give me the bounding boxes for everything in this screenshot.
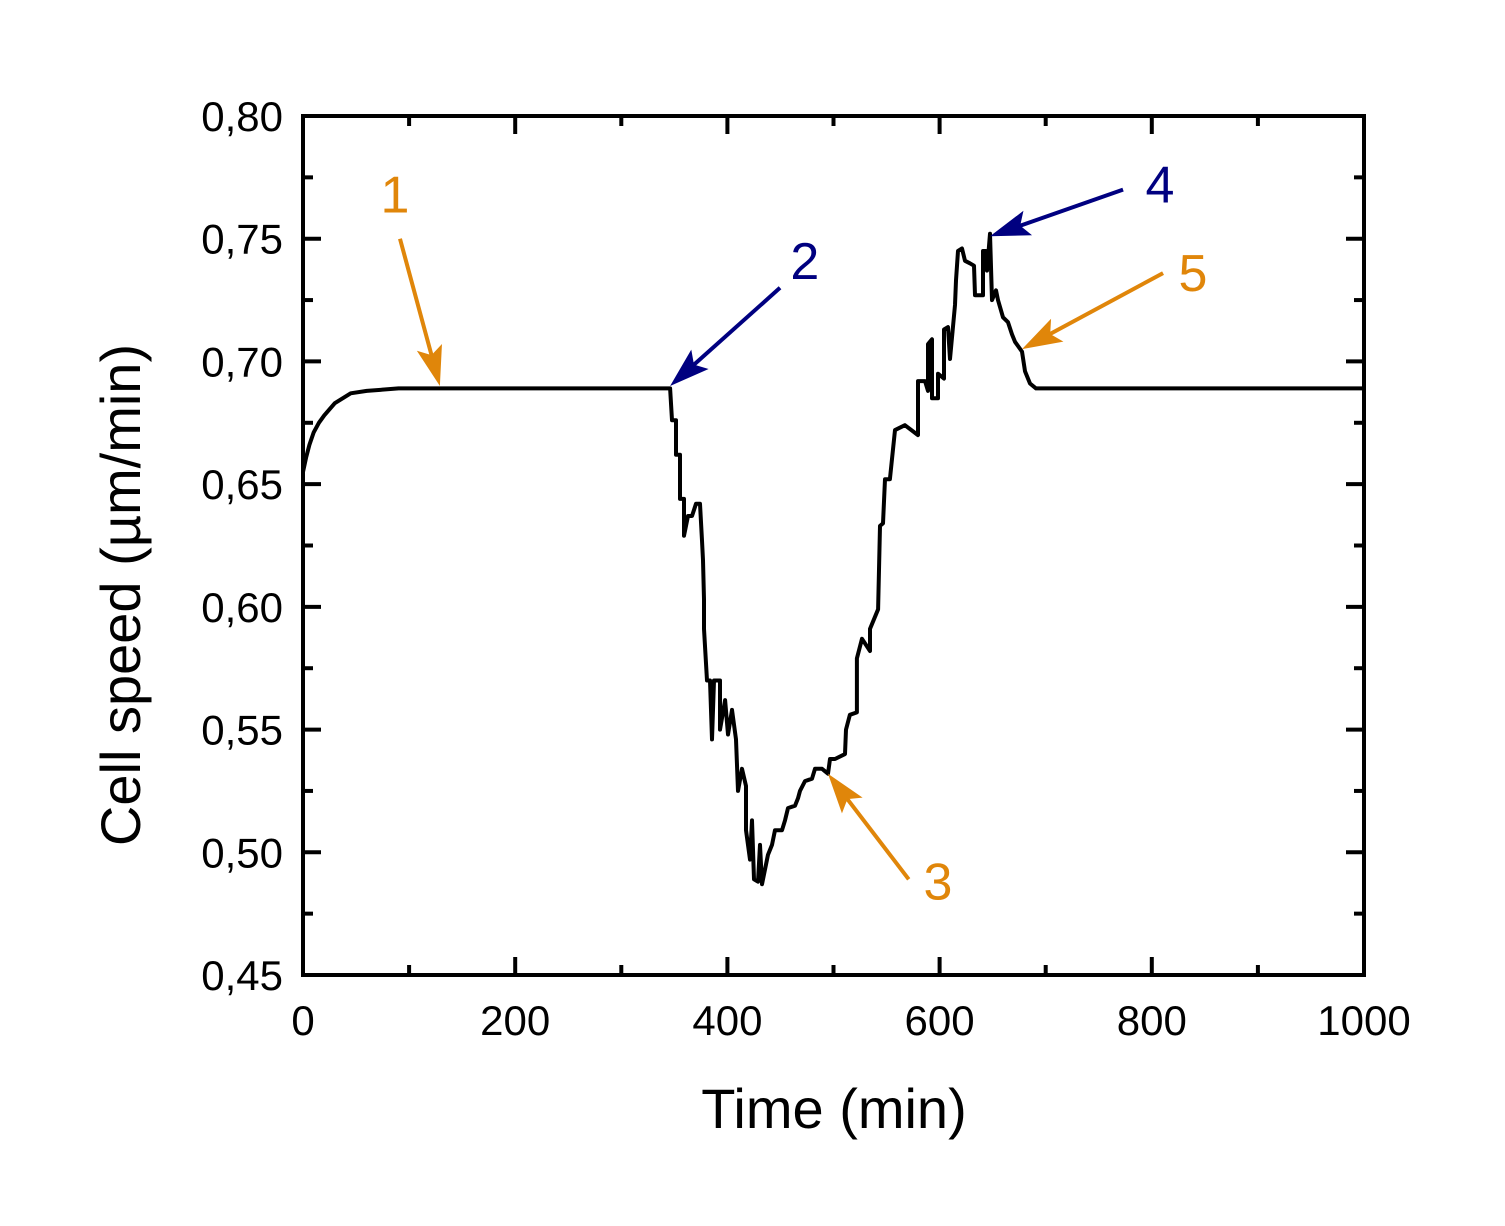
annotations: 1 2 3 45: [381, 157, 1208, 912]
y-tick-label: 0,60: [201, 584, 283, 631]
annotation-label: 4: [1146, 157, 1175, 215]
annotation-arrow-head: [670, 349, 709, 386]
annotation-arrow-head: [1022, 318, 1064, 350]
y-tick-label: 0,55: [201, 707, 283, 754]
annotation-arrow-shaft: [1017, 187, 1124, 229]
x-tick-label: 0: [291, 997, 314, 1044]
x-axis-title: Time (min): [701, 1077, 966, 1140]
y-tick-label: 0,50: [201, 829, 283, 876]
annotation-1: 1: [381, 167, 442, 386]
y-tick-label: 0,70: [201, 338, 283, 385]
annotation-arrow-head: [827, 773, 863, 814]
y-tick-label: 0,80: [201, 93, 283, 140]
x-tick-label: 400: [692, 997, 762, 1044]
annotation-arrow-head: [416, 343, 442, 386]
annotation-2: 2: [670, 233, 819, 386]
annotation-5: 5: [1022, 245, 1208, 350]
annotation-label: 5: [1179, 245, 1208, 303]
y-tick-label: 0,75: [201, 216, 283, 263]
series-line: [301, 231, 1364, 887]
annotation-label: 3: [924, 854, 953, 912]
annotation-arrow-shaft: [398, 238, 434, 358]
y-axis-title: Cell speed (µm/min): [89, 344, 152, 846]
annotation-arrow-shaft: [691, 286, 782, 368]
x-tick-label: 1000: [1317, 997, 1410, 1044]
annotation-label: 2: [790, 233, 819, 291]
annotation-arrow-shaft: [1047, 271, 1164, 337]
plot-frame: [301, 114, 1366, 977]
annotation-label: 1: [381, 167, 410, 225]
tick-labels: 0 200 400 600 800 1000 0,45 0,50 0,55 0,60 0,65 0,7…: [201, 93, 1410, 1044]
x-tick-label: 600: [905, 997, 975, 1044]
annotation-arrow-head: [989, 210, 1033, 237]
y-tick-label: 0,45: [201, 952, 283, 999]
annotation-4: 4: [989, 157, 1175, 237]
x-tick-label: 800: [1117, 997, 1187, 1044]
annotation-arrow-shaft: [844, 796, 911, 881]
y-tick-label: 0,65: [201, 461, 283, 508]
annotation-3: 3: [827, 773, 953, 912]
x-tick-label: 200: [480, 997, 550, 1044]
